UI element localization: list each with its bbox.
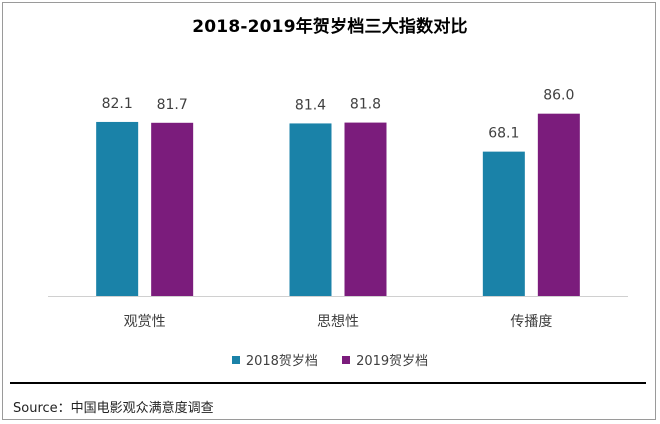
chart-title: 2018-2019年贺岁档三大指数对比 [192,17,468,37]
data-label-2018-2: 68.1 [488,126,519,142]
bar-2019-2 [537,113,580,297]
legend: 2018贺岁档 2019贺岁档 [0,350,660,369]
bar-2018-0 [96,121,139,296]
bar-2018-2 [482,151,525,296]
chart-frame [2,2,656,420]
bar-2019-0 [151,122,194,297]
data-label-2019-1: 81.8 [350,97,381,113]
legend-item-2018: 2018贺岁档 [231,350,318,369]
legend-swatch-2019 [342,355,351,364]
legend-swatch-2018 [231,355,240,364]
source-divider [10,382,646,384]
data-label-2019-0: 81.7 [157,97,188,113]
x-tick-label-2: 传播度 [510,314,552,330]
bar-2019-1 [344,122,387,296]
legend-label-2019: 2019贺岁档 [356,354,429,369]
legend-label-2018: 2018贺岁档 [245,354,318,369]
data-label-2018-1: 81.4 [295,97,326,113]
x-tick-label-1: 思想性 [317,314,359,330]
bar-2018-1 [289,123,332,296]
data-label-2019-2: 86.0 [543,88,574,104]
legend-item-2019: 2019贺岁档 [342,350,428,369]
data-label-2018-0: 82.1 [102,96,133,112]
x-tick-label-0: 观赏性 [124,314,166,330]
source-note: Source：中国电影观众满意度调查 [13,401,214,416]
